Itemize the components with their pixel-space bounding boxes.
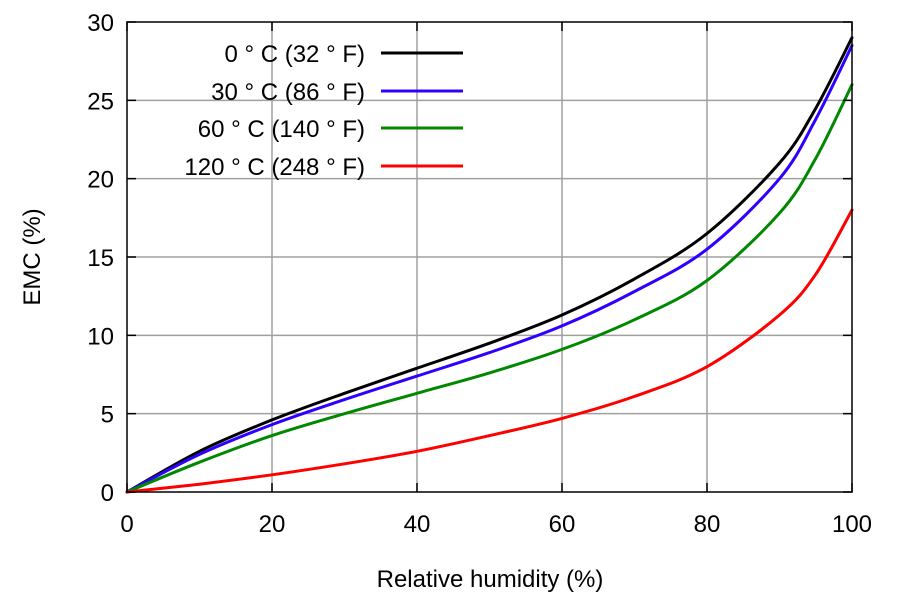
- y-tick-label: 5: [101, 402, 114, 429]
- legend-label-3: 120 ° C (248 ° F): [184, 154, 365, 181]
- y-axis-label: EMC (%): [19, 208, 46, 305]
- legend-label-2: 60 ° C (140 ° F): [198, 116, 365, 143]
- y-tick-label: 20: [87, 167, 114, 194]
- x-tick-label: 40: [404, 511, 431, 538]
- x-tick-label: 60: [549, 511, 576, 538]
- y-tick-label: 25: [87, 88, 114, 115]
- series-line-3: [125, 208, 854, 494]
- x-tick-label: 0: [120, 511, 133, 538]
- legend-label-0: 0 ° C (32 ° F): [224, 41, 365, 68]
- legend: 0 ° C (32 ° F) 30 ° C (86 ° F) 60 ° C (140…: [184, 41, 463, 181]
- x-tick-label: 100: [832, 511, 872, 538]
- x-tick-label: 20: [259, 511, 286, 538]
- y-tick-label: 0: [101, 480, 114, 507]
- series-line-2: [125, 83, 854, 494]
- series-layer: [125, 36, 854, 494]
- axis-ticks: [126, 21, 853, 493]
- y-tick-label: 30: [87, 10, 114, 37]
- tick-labels: 0 20 40 60 80 100 0 5 10 15 20 25 30: [87, 10, 872, 538]
- x-axis-label: Relative humidity (%): [377, 566, 604, 593]
- grid: [127, 22, 852, 492]
- series-line-1: [125, 44, 854, 494]
- legend-label-1: 30 ° C (86 ° F): [211, 79, 365, 106]
- x-tick-label: 80: [694, 511, 721, 538]
- series-line-0: [125, 36, 854, 494]
- y-tick-label: 10: [87, 323, 114, 350]
- y-tick-label: 15: [87, 245, 114, 272]
